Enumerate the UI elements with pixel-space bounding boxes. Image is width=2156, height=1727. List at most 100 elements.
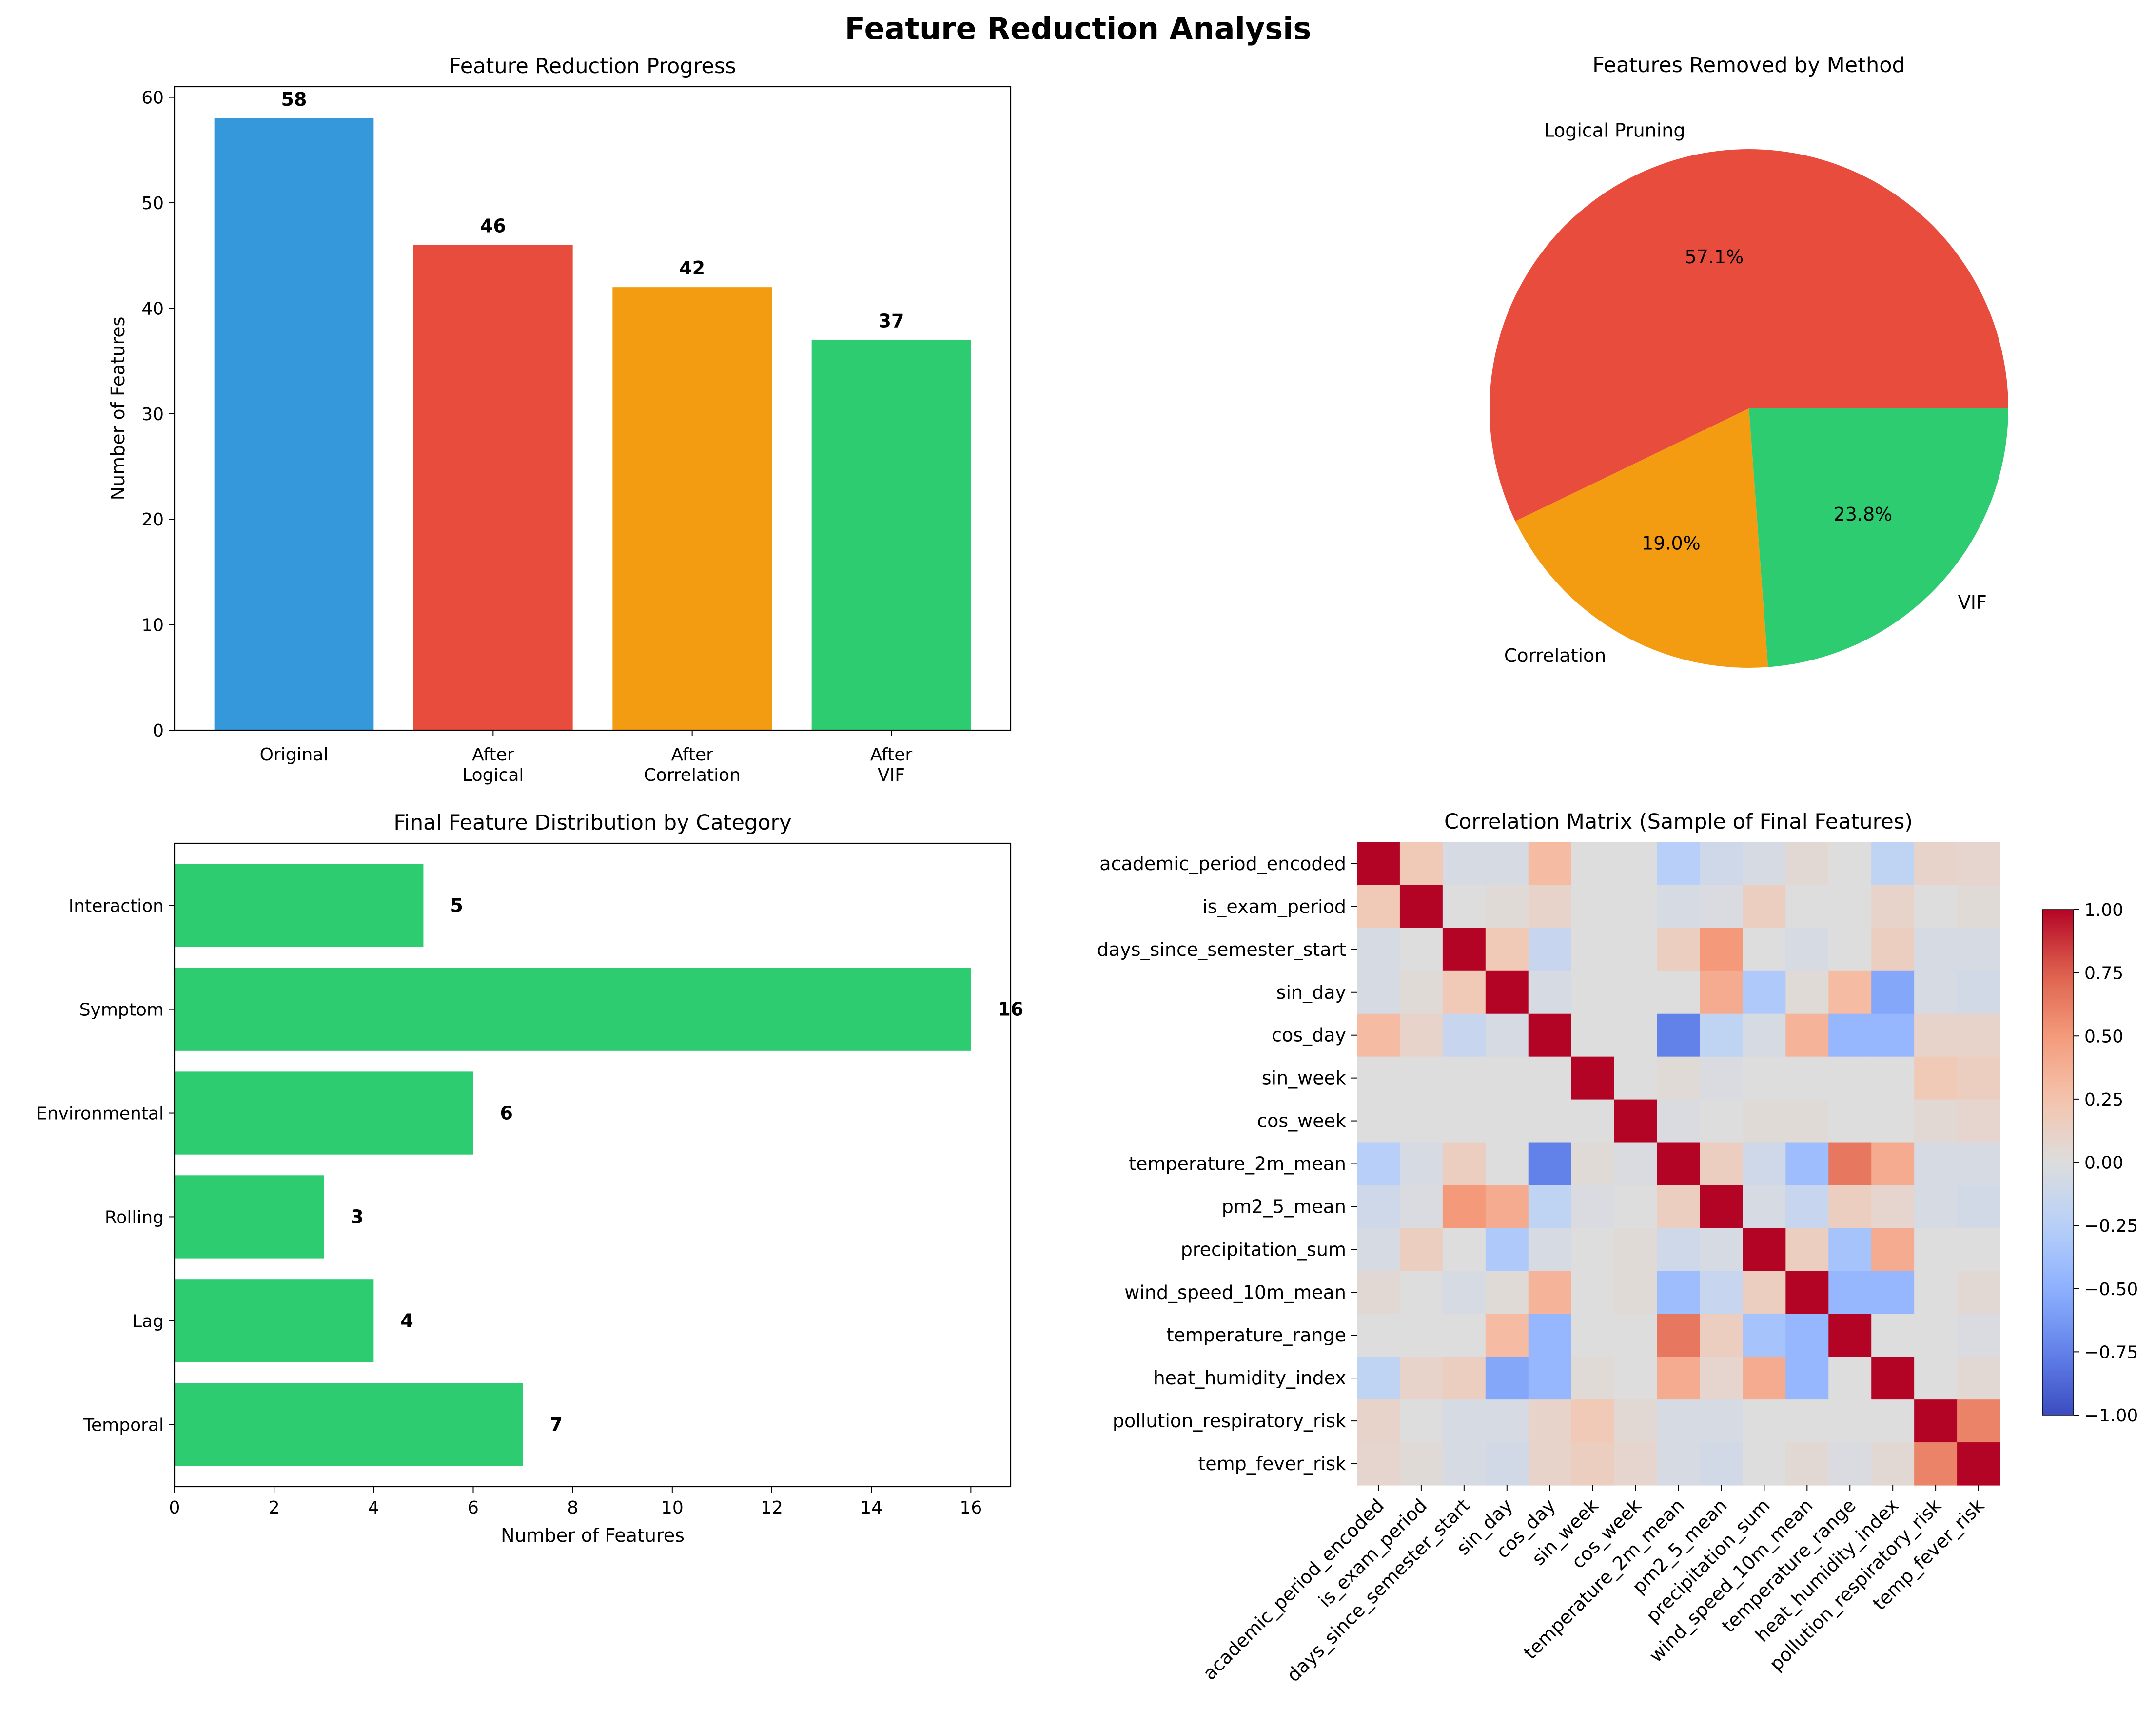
heatmap-cell-2-7: [1657, 928, 1701, 971]
bar-1: [413, 245, 573, 730]
heatmap-cell-4-13: [1914, 1013, 1958, 1057]
chart-title: Final Feature Distribution by Category: [393, 811, 791, 835]
heatmap-cell-8-3: [1485, 1185, 1529, 1228]
heatmap-cell-6-10: [1785, 1099, 1829, 1143]
heatmap-cell-11-1: [1399, 1314, 1443, 1357]
heatmap-cell-14-3: [1485, 1442, 1529, 1486]
heatmap-cell-14-0: [1357, 1442, 1400, 1486]
pie-pct-label-1: 19.0%: [1642, 532, 1701, 554]
heatmap-cell-7-2: [1442, 1142, 1486, 1186]
heatmap-cell-3-12: [1871, 970, 1915, 1014]
heatmap-cell-13-2: [1442, 1399, 1486, 1443]
hbar-3: [175, 1071, 473, 1155]
heatmap-cell-2-1: [1399, 928, 1443, 971]
heatmap-cell-1-13: [1914, 885, 1958, 929]
heatmap-cell-13-12: [1871, 1399, 1915, 1443]
bar-2: [612, 287, 772, 730]
hbar-0: [175, 1383, 523, 1466]
heatmap-cell-10-6: [1614, 1271, 1658, 1314]
heatmap-cell-4-1: [1399, 1013, 1443, 1057]
y-tick-label-3: Environmental: [36, 1104, 164, 1124]
heatmap-cell-5-6: [1614, 1056, 1658, 1100]
heatmap-cell-0-1: [1399, 842, 1443, 886]
y-tick-label-4: Symptom: [79, 1000, 164, 1020]
heatmap-cell-6-1: [1399, 1099, 1443, 1143]
x-tick-label-3: 6: [468, 1498, 479, 1518]
colorbar: [2042, 909, 2074, 1416]
heatmap-cell-9-9: [1743, 1228, 1786, 1271]
heatmap-cell-4-5: [1571, 1013, 1615, 1057]
heatmap-cell-1-9: [1743, 885, 1786, 929]
heatmap-row-label-2: days_since_semester_start: [1097, 939, 1346, 960]
heatmap-cell-9-7: [1657, 1228, 1701, 1271]
heatmap-row-label-4: cos_day: [1272, 1025, 1346, 1046]
heatmap-cell-12-6: [1614, 1357, 1658, 1400]
colorbar-tick-label-0: 1.00: [2084, 900, 2123, 920]
heatmap-cell-2-10: [1785, 928, 1829, 971]
heatmap-cell-8-8: [1700, 1185, 1743, 1228]
heatmap-cell-7-5: [1571, 1142, 1615, 1186]
heatmap-row-label-7: temperature_2m_mean: [1129, 1153, 1346, 1175]
heatmap-row-label-13: pollution_respiratory_risk: [1113, 1410, 1346, 1432]
heatmap-cell-6-11: [1828, 1099, 1872, 1143]
heatmap-cell-11-6: [1614, 1314, 1658, 1357]
heatmap-cell-1-7: [1657, 885, 1701, 929]
y-tick-label-1: 10: [141, 616, 164, 636]
pie-category-label-0: Logical Pruning: [1544, 120, 1685, 141]
x-tick-label-0: 0: [169, 1498, 180, 1518]
pie-category-label-1: Correlation: [1504, 645, 1607, 666]
heatmap-cell-14-11: [1828, 1442, 1872, 1486]
heatmap-row-label-14: temp_fever_risk: [1198, 1453, 1346, 1475]
heatmap-cell-9-1: [1399, 1228, 1443, 1271]
heatmap-cell-11-14: [1957, 1314, 2000, 1357]
heatmap-cell-7-10: [1785, 1142, 1829, 1186]
heatmap-cell-6-4: [1528, 1099, 1572, 1143]
heatmap-cell-3-9: [1743, 970, 1786, 1014]
heatmap-cell-1-12: [1871, 885, 1915, 929]
heatmap-cell-10-1: [1399, 1271, 1443, 1314]
heatmap-cell-11-10: [1785, 1314, 1829, 1357]
heatmap-cell-5-9: [1743, 1056, 1786, 1100]
heatmap-cell-13-7: [1657, 1399, 1701, 1443]
heatmap-cell-8-1: [1399, 1185, 1443, 1228]
heatmap-cell-3-14: [1957, 970, 2000, 1014]
heatmap-cell-10-2: [1442, 1271, 1486, 1314]
heatmap-cell-10-5: [1571, 1271, 1615, 1314]
hbar-1: [175, 1279, 374, 1362]
heatmap-cell-6-3: [1485, 1099, 1529, 1143]
heatmap-cell-10-4: [1528, 1271, 1572, 1314]
heatmap-cell-12-4: [1528, 1357, 1572, 1400]
y-axis-label: Number of Features: [107, 317, 129, 501]
heatmap-cell-0-0: [1357, 842, 1400, 886]
heatmap-cell-2-12: [1871, 928, 1915, 971]
heatmap-cell-12-13: [1914, 1357, 1958, 1400]
heatmap-cell-9-8: [1700, 1228, 1743, 1271]
heatmap-cell-4-10: [1785, 1013, 1829, 1057]
heatmap-cell-4-9: [1743, 1013, 1786, 1057]
heatmap-cell-5-2: [1442, 1056, 1486, 1100]
pie-chart-features-removed: 57.1% Logical Pruning 19.0% Correlation 23.8…: [1489, 53, 2008, 668]
heatmap-cell-3-8: [1700, 970, 1743, 1014]
heatmap-cell-12-11: [1828, 1357, 1872, 1400]
heatmap-cell-9-5: [1571, 1228, 1615, 1271]
heatmap-cell-8-7: [1657, 1185, 1701, 1228]
heatmap-cell-5-10: [1785, 1056, 1829, 1100]
heatmap-cell-9-11: [1828, 1228, 1872, 1271]
heatmap-cell-12-1: [1399, 1357, 1443, 1400]
heatmap-cell-8-5: [1571, 1185, 1615, 1228]
heatmap-cell-14-10: [1785, 1442, 1829, 1486]
heatmap-cell-5-0: [1357, 1056, 1400, 1100]
heatmap-cell-7-4: [1528, 1142, 1572, 1186]
heatmap-cell-12-8: [1700, 1357, 1743, 1400]
heatmap-cell-4-14: [1957, 1013, 2000, 1057]
heatmap-cell-9-3: [1485, 1228, 1529, 1271]
heatmap-cell-0-12: [1871, 842, 1915, 886]
x-tick-label-1: After Logical: [462, 745, 524, 785]
heatmap-cell-2-6: [1614, 928, 1658, 971]
heatmap-cell-12-3: [1485, 1357, 1529, 1400]
heatmap-cell-1-6: [1614, 885, 1658, 929]
heatmap-cell-2-2: [1442, 928, 1486, 971]
x-tick-label-7: 14: [860, 1498, 882, 1518]
y-tick-label-6: 60: [141, 88, 164, 108]
